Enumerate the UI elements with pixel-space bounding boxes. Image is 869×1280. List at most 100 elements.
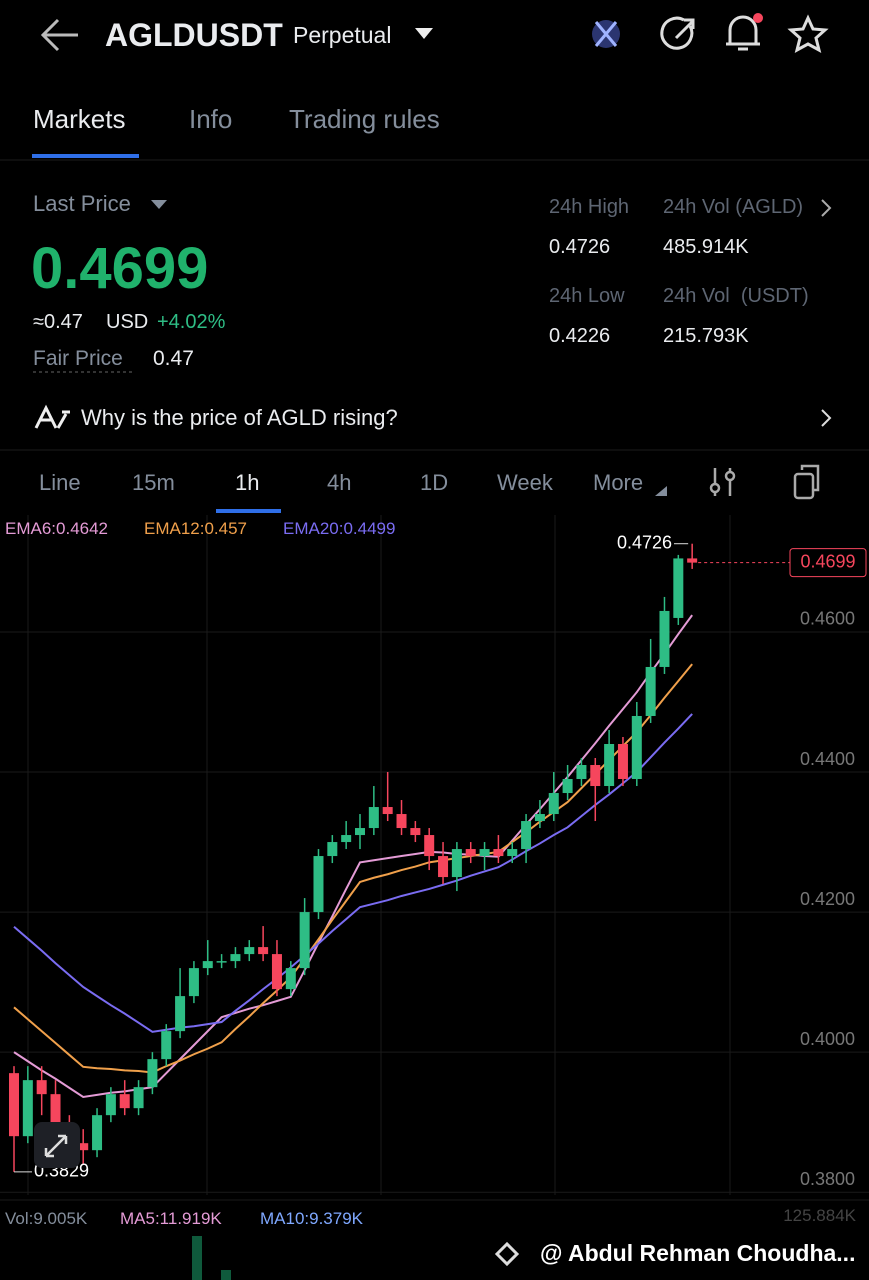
interval[interactable]: 4h — [327, 470, 352, 495]
interval[interactable]: 1h — [235, 470, 260, 495]
candle-body — [244, 947, 255, 955]
tab[interactable]: Trading rules — [289, 104, 440, 134]
candle-body — [92, 1115, 103, 1151]
back-icon[interactable] — [40, 18, 78, 52]
tab[interactable]: Markets — [33, 104, 126, 134]
fair-price: 0.47 — [153, 347, 194, 370]
settings-icon[interactable] — [709, 468, 736, 496]
chevron[interactable] — [821, 409, 832, 427]
dropdown-icon[interactable] — [151, 200, 167, 209]
star-icon[interactable] — [787, 14, 829, 53]
candle-body — [230, 954, 241, 962]
candle-body — [590, 765, 601, 787]
interval[interactable]: 1D — [420, 470, 449, 495]
candle-body — [548, 793, 559, 815]
candle-body — [161, 1031, 172, 1060]
last-price-label: 0.4699 — [800, 551, 855, 571]
candle-body — [147, 1059, 158, 1088]
candle-body — [271, 954, 282, 990]
candle-body — [216, 961, 227, 963]
candle-body — [78, 1143, 89, 1151]
bell-icon[interactable] — [726, 13, 763, 51]
expand-icon[interactable] — [34, 1122, 80, 1168]
candle-body — [617, 744, 628, 780]
fair-price-label[interactable]: Fair Price — [33, 347, 123, 370]
y-tick-label: 0.4000 — [800, 1029, 855, 1049]
copy-icon[interactable] — [793, 464, 820, 500]
y-tick-label: 0.4400 — [800, 749, 855, 769]
candle-body — [438, 856, 449, 878]
stat-label: 24h Vol (USDT) — [663, 285, 809, 307]
last-price: 0.4699 — [31, 236, 209, 301]
candle-body — [451, 849, 462, 878]
candle-body — [645, 666, 656, 716]
candle-body — [313, 856, 324, 913]
y-tick-label: 0.4200 — [800, 889, 855, 909]
usd-unit: USD — [106, 311, 149, 333]
candle-body — [479, 849, 490, 857]
contract-type[interactable]: Perpetual — [293, 22, 392, 48]
tab[interactable]: Info — [189, 104, 233, 134]
candle-body — [355, 828, 365, 836]
usd-price: ≈0.47 — [33, 311, 83, 333]
candle-body — [299, 912, 310, 969]
volume-bar-fragment — [221, 1270, 231, 1280]
y-tick-label: 0.4600 — [800, 609, 855, 629]
candle-body — [576, 765, 587, 780]
candle-body — [202, 961, 213, 969]
candle-body — [631, 715, 642, 780]
chevron[interactable] — [821, 199, 832, 217]
price-change: +4.02% — [157, 311, 226, 333]
candle-body — [382, 807, 393, 815]
candle-body — [9, 1073, 19, 1137]
candle-body — [507, 849, 518, 857]
ai-icon[interactable] — [592, 20, 620, 48]
candle-body — [50, 1094, 61, 1130]
candle-body — [562, 779, 573, 794]
interval[interactable]: More — [593, 470, 644, 495]
y-tick-label: 0.3800 — [800, 1169, 855, 1189]
stat-label: 24h High — [549, 196, 630, 218]
stat-value: 0.4726 — [549, 236, 611, 258]
candle-body — [493, 849, 504, 857]
interval[interactable]: Line — [39, 470, 81, 495]
symbol: AGLDUSDT — [105, 17, 283, 53]
candle-body — [327, 842, 338, 857]
more-icon[interactable] — [655, 486, 667, 496]
candle-body — [465, 849, 476, 857]
volume-ma5: MA5:11.919K — [120, 1209, 222, 1228]
candle-body — [119, 1094, 130, 1109]
price-label[interactable]: Last Price — [33, 191, 131, 216]
candle-body — [604, 744, 615, 787]
chart: 0.46000.44000.42000.40000.38000.47260.38… — [0, 532, 869, 1280]
candle-body — [687, 558, 698, 563]
candle-body — [521, 821, 532, 850]
candle-body — [22, 1080, 33, 1137]
candle-body — [258, 947, 269, 955]
last-price-box — [789, 548, 867, 578]
interval[interactable]: Week — [497, 470, 553, 495]
stat-value: 215.793K — [663, 325, 749, 347]
ema-line — [13, 614, 693, 1099]
volume-max: 125.884K — [783, 1206, 856, 1225]
volume-bar-fragment — [192, 1236, 202, 1280]
candle-body — [341, 835, 352, 843]
grid-vertical — [27, 515, 731, 1195]
candle-body — [36, 1080, 47, 1095]
ema-line — [13, 663, 693, 1074]
candle-body — [534, 814, 545, 822]
dropdown-icon[interactable] — [415, 28, 433, 39]
insight-icon — [34, 404, 70, 429]
candle-body — [396, 814, 407, 829]
stat-value: 485.914K — [663, 236, 749, 258]
candle-body — [188, 968, 199, 997]
share-icon[interactable] — [660, 16, 695, 50]
legend-entry: EMA6:0.4642 — [5, 519, 109, 538]
insight-link[interactable]: Why is the price of AGLD rising? — [81, 405, 398, 430]
candle-body — [673, 558, 684, 618]
stat-value: 0.4226 — [549, 325, 611, 347]
stat-label: 24h Vol (AGLD) — [663, 196, 804, 218]
candle-body — [285, 968, 296, 990]
interval[interactable]: 15m — [132, 470, 175, 495]
